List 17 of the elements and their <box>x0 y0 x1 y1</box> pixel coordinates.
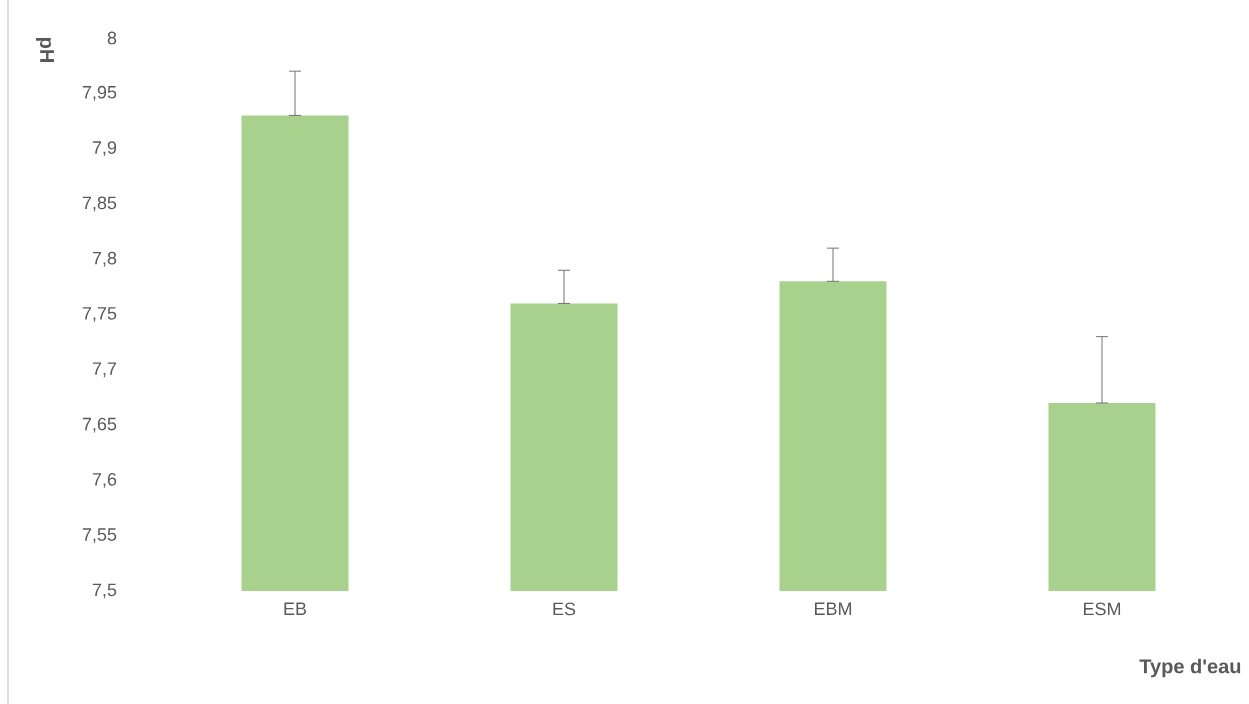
y-tick-label: 7,5 <box>92 583 117 599</box>
x-tick-label: ES <box>553 602 576 616</box>
y-tick-label: 7,8 <box>92 251 117 267</box>
y-tick-label: 7,85 <box>82 196 117 212</box>
y-tick-label: 7,55 <box>82 528 117 544</box>
y-tick-label: 7,65 <box>82 417 117 433</box>
y-tick-label: 7,9 <box>92 141 117 157</box>
x-tick-label: EB <box>284 602 307 615</box>
x-tick-label: EBM <box>814 602 852 615</box>
y-tick-label: 7,6 <box>92 472 117 488</box>
y-axis-title: pH <box>36 37 54 62</box>
y-tick-label: 7,95 <box>82 85 117 101</box>
x-axis-title: Type d'eau <box>1139 658 1241 678</box>
y-tick-label: 7,75 <box>82 307 117 322</box>
y-tick-label: 7,7 <box>92 362 117 378</box>
y-tick-label: 8 <box>107 31 117 45</box>
x-tick-label: ESM <box>1083 602 1121 616</box>
